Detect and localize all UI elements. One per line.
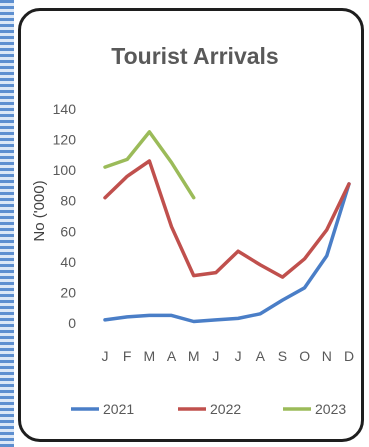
y-tick-label: 120: [53, 132, 77, 148]
legend-label-2022: 2022: [210, 401, 241, 417]
x-tick-label: O: [299, 348, 310, 364]
x-tick-label: J: [235, 348, 242, 364]
series-lines: [103, 130, 351, 324]
legend-label-2023: 2023: [315, 401, 346, 417]
series-line-2021: [103, 182, 351, 324]
page-edge-decoration: [0, 0, 14, 447]
y-tick-label: 100: [53, 162, 77, 178]
chart-card: Tourist Arrivals No ('000) 0 20 40 60 80 100 1…: [18, 8, 364, 442]
x-tick-label: N: [322, 348, 332, 364]
x-tick-label: J: [102, 348, 109, 364]
x-tick-label: M: [188, 348, 200, 364]
x-tick-label: F: [123, 348, 132, 364]
x-tick-label: J: [212, 348, 219, 364]
y-tick-label: 60: [60, 223, 76, 239]
series-line-2023: [103, 130, 196, 200]
x-tick-label: A: [256, 348, 266, 364]
y-tick-label: 140: [53, 101, 77, 117]
x-tick-label: D: [344, 348, 354, 364]
legend-label-2021: 2021: [103, 401, 134, 417]
y-tick-labels: 0 20 40 60 80 100 120 140: [53, 101, 77, 331]
legend: 2021 2022 2023: [71, 401, 346, 417]
y-tick-label: 80: [60, 193, 76, 209]
y-tick-label: 40: [60, 254, 76, 270]
line-chart: Tourist Arrivals No ('000) 0 20 40 60 80 100 1…: [31, 43, 355, 417]
x-tick-label: M: [144, 348, 156, 364]
x-tick-label: S: [278, 348, 287, 364]
x-tick-label: A: [167, 348, 177, 364]
y-axis-label: No ('000): [31, 180, 48, 241]
series-line-2022: [103, 159, 351, 279]
y-tick-label: 0: [68, 315, 76, 331]
y-tick-label: 20: [60, 284, 76, 300]
chart-title: Tourist Arrivals: [111, 43, 278, 69]
